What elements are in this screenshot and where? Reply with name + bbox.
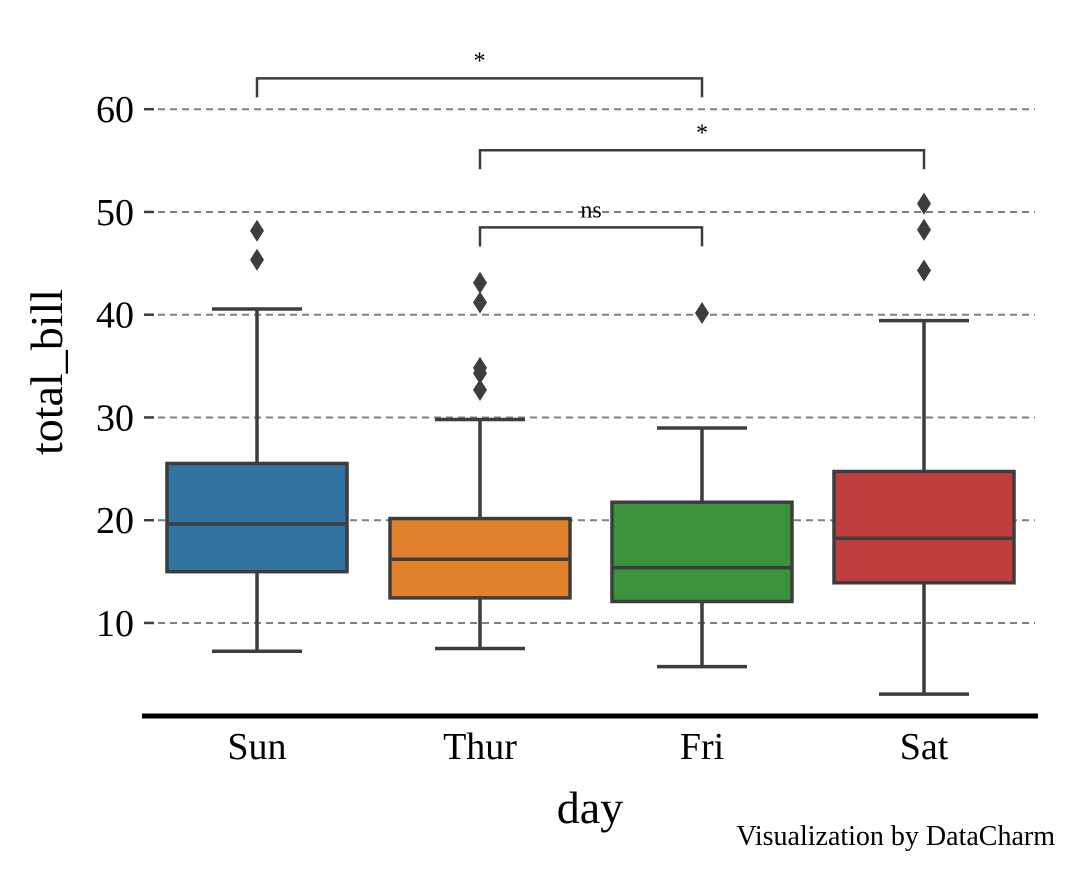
y-axis-title: total_bill (21, 289, 72, 455)
y-tick-label: 10 (96, 603, 134, 645)
bracket-line (478, 226, 704, 247)
boxes (165, 192, 1016, 696)
outlier-point (473, 378, 487, 401)
outlier-point (473, 356, 487, 379)
y-tick-label: 50 (96, 192, 134, 234)
box-sun (165, 219, 349, 653)
outlier-point (917, 192, 931, 215)
x-tick-label: Sun (227, 726, 286, 768)
bracket-line (478, 149, 926, 170)
significance-label: ns (580, 197, 601, 223)
x-tick-label: Sat (900, 726, 949, 768)
box-sat (832, 192, 1016, 696)
outlier-point (917, 218, 931, 241)
outlier-point (250, 219, 264, 242)
outlier-point (473, 271, 487, 294)
y-tick-label: 40 (96, 295, 134, 337)
x-axis-ticks: Sun Thur Fri Sat (227, 726, 948, 768)
y-axis-ticks: 10 20 30 40 50 60 (96, 89, 154, 645)
significance-label: * (474, 48, 486, 74)
box-iqr (165, 461, 349, 574)
y-tick-label: 30 (96, 397, 134, 439)
x-tick-label: Fri (680, 726, 724, 768)
bracket-line (255, 77, 704, 98)
significance-bracket: * (478, 120, 926, 170)
outlier-point (473, 291, 487, 314)
box-thur (388, 271, 572, 651)
significance-bracket: * (255, 48, 704, 98)
significance-annotations: * * ns (255, 48, 926, 247)
significance-bracket: ns (478, 197, 704, 247)
x-axis-title: day (557, 782, 623, 833)
y-tick-label: 60 (96, 89, 134, 131)
y-tick-label: 20 (96, 500, 134, 542)
significance-label: * (696, 120, 708, 146)
outlier-point (250, 248, 264, 271)
box-iqr (832, 469, 1016, 585)
credit-text: Visualization by DataCharm (736, 821, 1055, 852)
box-fri (610, 301, 794, 669)
outlier-point (917, 259, 931, 282)
box-iqr (610, 500, 794, 604)
outlier-point (695, 301, 709, 324)
x-tick-label: Thur (443, 726, 517, 768)
